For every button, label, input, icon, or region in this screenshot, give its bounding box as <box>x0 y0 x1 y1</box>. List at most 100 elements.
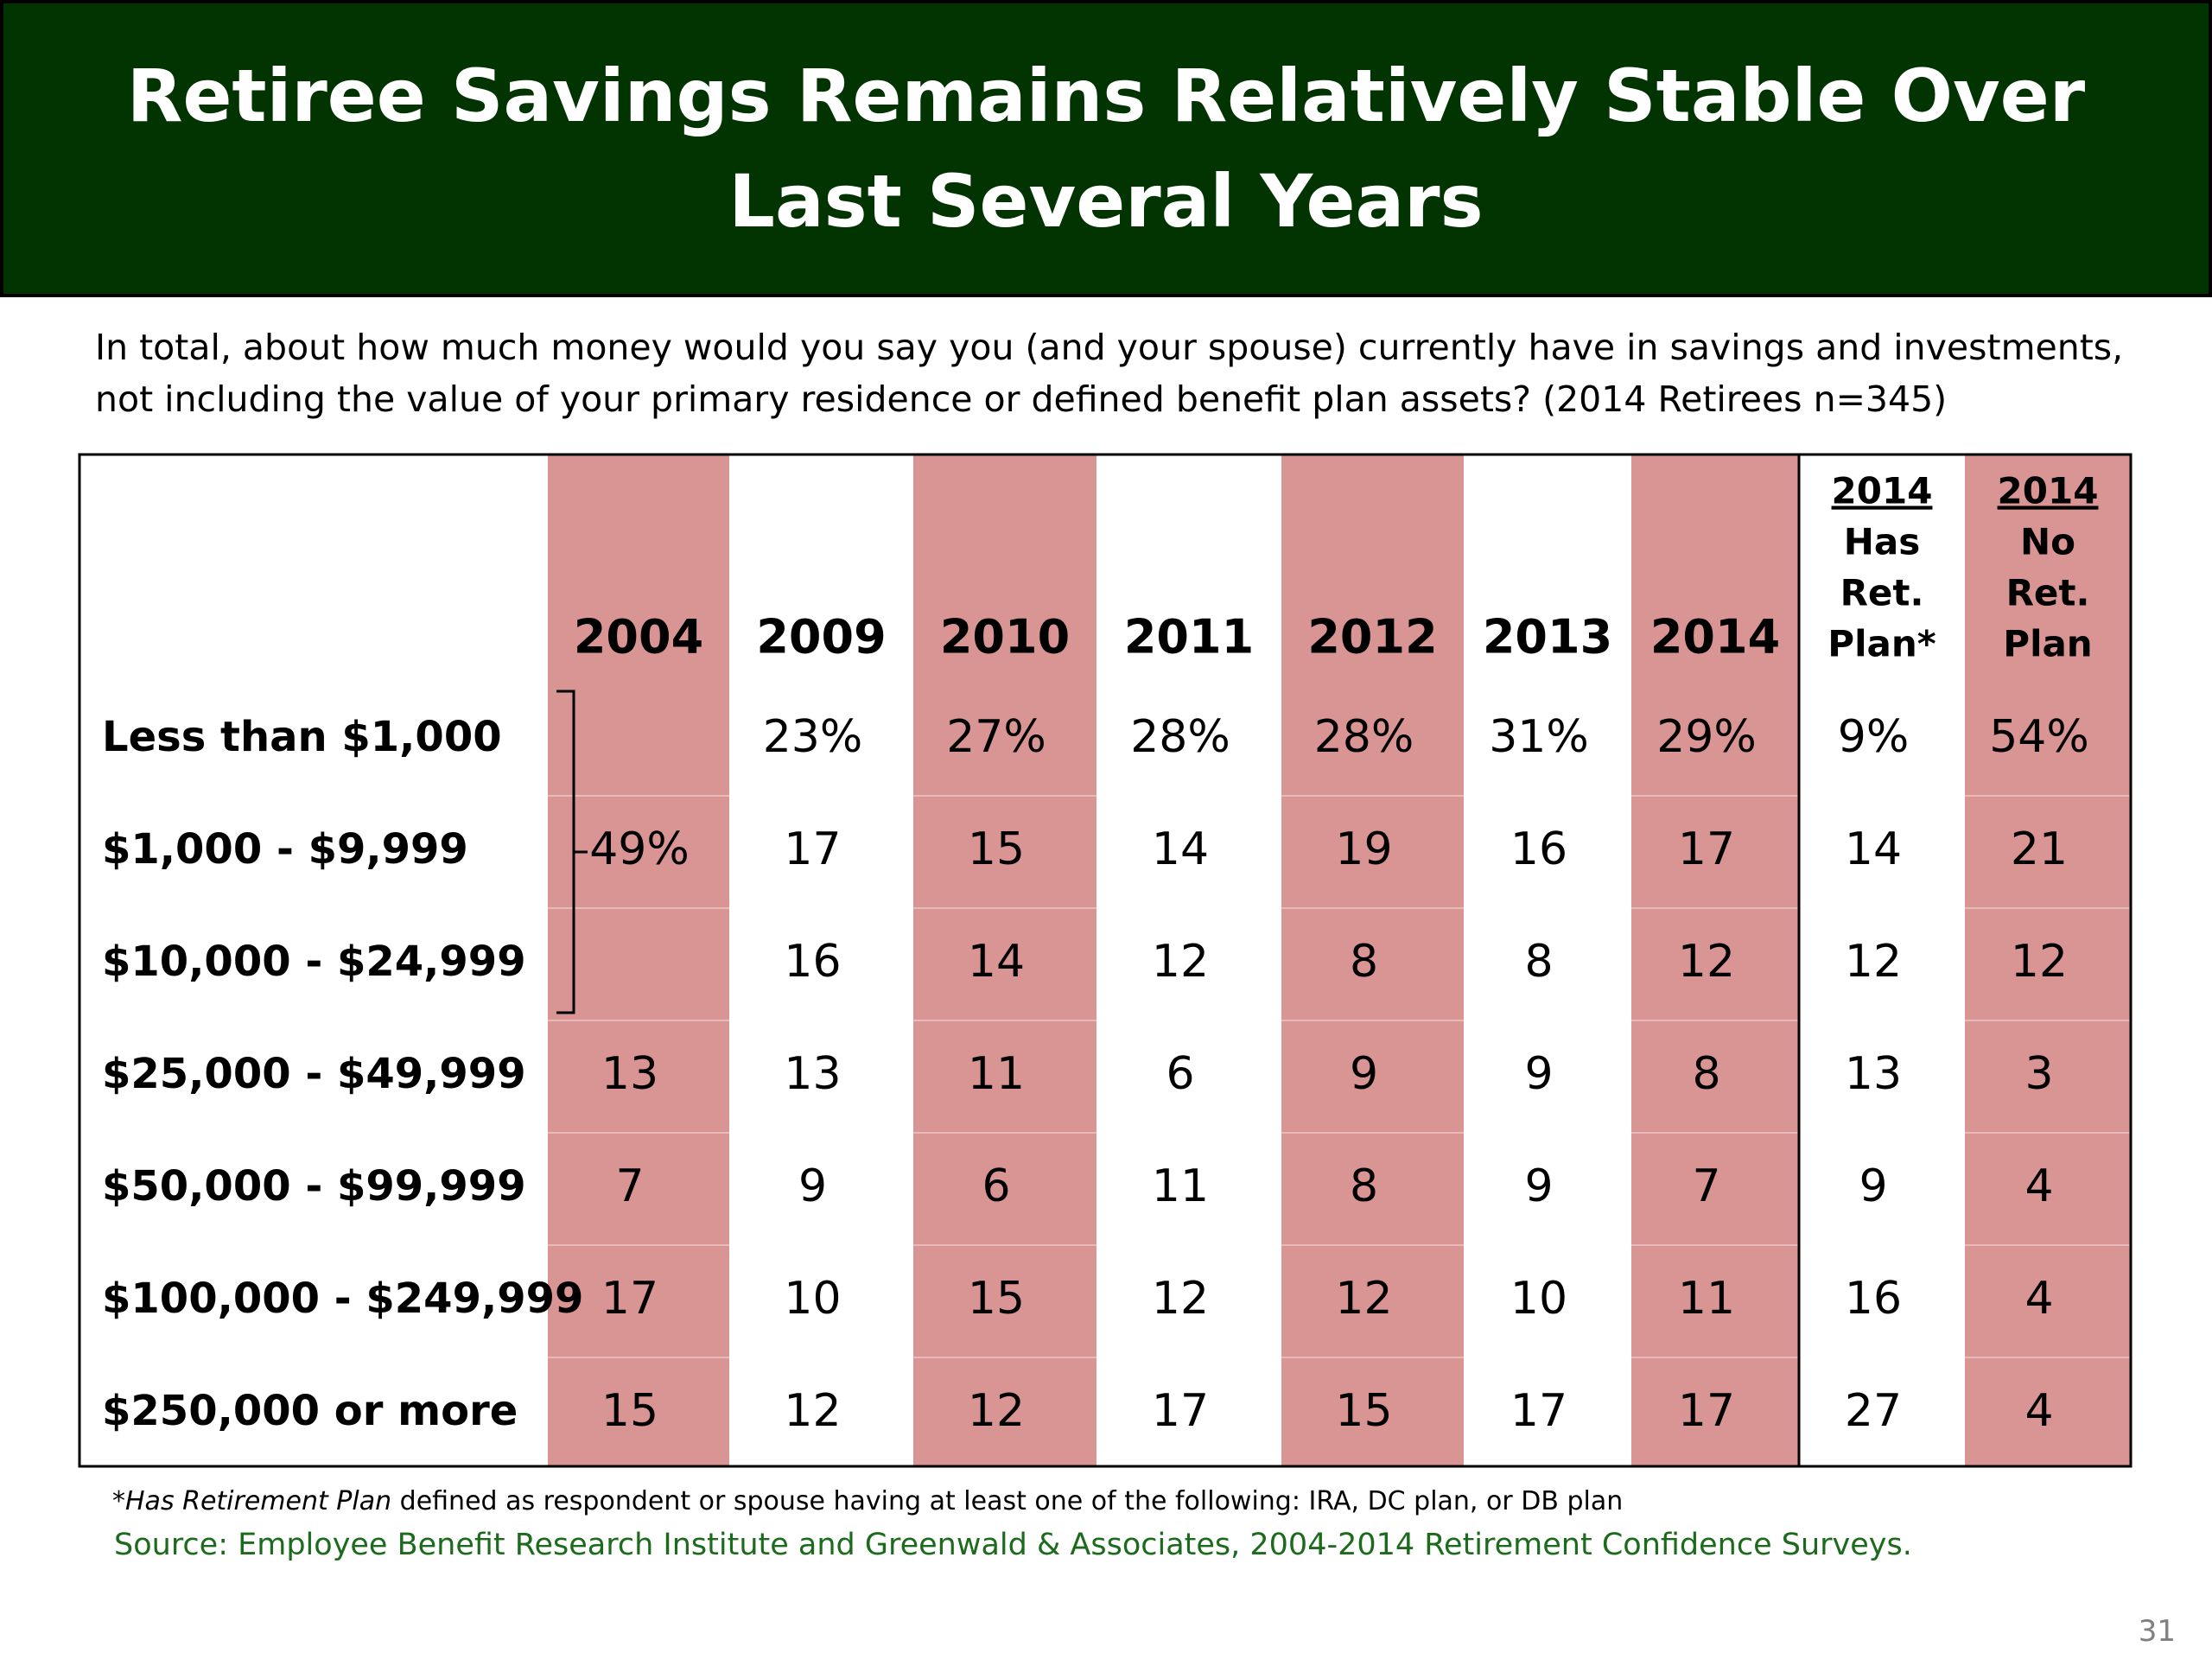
column-header-line: Ret. <box>1840 572 1924 614</box>
column-header-line: Has <box>1844 521 1921 563</box>
column-header-line: Plan* <box>1827 623 1936 665</box>
cell-value: 27 <box>1845 1385 1902 1437</box>
cell-value: 11 <box>968 1048 1025 1100</box>
column-band-0 <box>548 454 729 1466</box>
cell-value: 10 <box>784 1273 841 1325</box>
column-header: 2013 <box>1483 610 1612 664</box>
row-label: Less than $1,000 <box>102 713 502 761</box>
column-band-6 <box>1631 454 1799 1466</box>
cell-value: 21 <box>2011 823 2068 875</box>
survey-question: In total, about how much money would you… <box>95 327 2124 420</box>
cell-value: 14 <box>1152 823 1209 875</box>
column-header-line: Ret. <box>2006 572 2090 614</box>
cell-value: 13 <box>784 1048 841 1100</box>
cell-value: 9 <box>1859 1160 1887 1212</box>
cell-value: 4 <box>2024 1160 2053 1212</box>
cell-value: 12 <box>1152 936 1209 988</box>
cell-value: 28% <box>1314 711 1414 763</box>
cell-value: 17 <box>1678 823 1735 875</box>
row-label: $25,000 - $49,999 <box>102 1050 526 1098</box>
column-header-line: 2014 <box>1998 470 2099 512</box>
cell-value: 6 <box>982 1160 1010 1212</box>
column-header: 2009 <box>756 610 886 664</box>
cell-value: 7 <box>1692 1160 1720 1212</box>
cell-value: 8 <box>1524 936 1553 988</box>
cell-value: 15 <box>601 1385 658 1437</box>
cell-value: 15 <box>1335 1385 1392 1437</box>
cell-value: 16 <box>784 936 841 988</box>
source-note: Source: Employee Benefit Research Instit… <box>114 1528 1912 1562</box>
column-header: 2011 <box>1124 610 1254 664</box>
cell-value: 11 <box>1678 1273 1735 1325</box>
cell-value: 13 <box>601 1048 658 1100</box>
cell-value: 11 <box>1152 1160 1209 1212</box>
cell-value: 16 <box>1510 823 1567 875</box>
footnote-text: defined as respondent or spouse having a… <box>391 1486 1624 1516</box>
cell-value: 12 <box>968 1385 1025 1437</box>
cell-value: 15 <box>968 823 1025 875</box>
cell-value: 17 <box>601 1273 658 1325</box>
cell-value: 12 <box>2011 936 2068 988</box>
cell-value: 31% <box>1489 711 1589 763</box>
cell-value: 12 <box>1678 936 1735 988</box>
row-label: $250,000 or more <box>102 1387 518 1435</box>
cell-value: 6 <box>1166 1048 1194 1100</box>
cell-value: 12 <box>1335 1273 1392 1325</box>
footnote-term: Has Retirement Plan <box>125 1486 392 1516</box>
footnote: *Has Retirement Plan defined as responde… <box>112 1486 1623 1516</box>
cell-value: 13 <box>1845 1048 1902 1100</box>
column-band-2 <box>913 454 1096 1466</box>
cell-value: 8 <box>1692 1048 1720 1100</box>
cell-value: 7 <box>615 1160 644 1212</box>
cell-value: 3 <box>2024 1048 2053 1100</box>
row-label: $10,000 - $24,999 <box>102 938 526 986</box>
title-bar: Retiree Savings Remains Relatively Stabl… <box>0 0 2212 297</box>
bracket <box>556 690 588 1014</box>
cell-value: 28% <box>1130 711 1230 763</box>
cell-value: 12 <box>1845 936 1902 988</box>
column-band-8 <box>1965 454 2131 1466</box>
cell-value: 17 <box>1510 1385 1567 1437</box>
column-header: 2014 <box>1650 610 1780 664</box>
column-header-line: 2014 <box>1832 470 1933 512</box>
cell-value: 17 <box>784 823 841 875</box>
cell-value: 54% <box>1989 711 2089 763</box>
cell-value: 14 <box>968 936 1025 988</box>
cell-value: 27% <box>946 711 1046 763</box>
row-label: $50,000 - $99,999 <box>102 1162 526 1211</box>
cell-value: 8 <box>1350 936 1378 988</box>
cell-value: 9 <box>1524 1160 1553 1212</box>
cell-value: 29% <box>1656 711 1757 763</box>
cell-value: 17 <box>1152 1385 1209 1437</box>
cell-value: 4 <box>2024 1385 2053 1437</box>
column-header: 2012 <box>1307 610 1437 664</box>
cell-value: 8 <box>1350 1160 1378 1212</box>
cell-value: 14 <box>1845 823 1902 875</box>
table-border <box>78 453 2133 1468</box>
cell-value: 15 <box>968 1273 1025 1325</box>
page-title: Retiree Savings Remains Relatively Stabl… <box>126 54 2086 244</box>
cell-value: 9 <box>1350 1048 1378 1100</box>
cell-value: 17 <box>1678 1385 1735 1437</box>
cell-value: 10 <box>1510 1273 1567 1325</box>
cell-value: 9 <box>1524 1048 1553 1100</box>
column-header-line: No <box>2020 521 2075 563</box>
column-header-line: Plan <box>2003 623 2092 665</box>
cell-value: 12 <box>784 1385 841 1437</box>
row-label: $100,000 - $249,999 <box>102 1274 583 1323</box>
column-header: 2004 <box>574 610 703 664</box>
page-number: 31 <box>2138 1614 2176 1649</box>
cell-value: 12 <box>1152 1273 1209 1325</box>
cell-value: 16 <box>1845 1273 1902 1325</box>
footnote-marker: * <box>112 1486 125 1516</box>
cell-value: 23% <box>763 711 863 763</box>
cell-value: 9 <box>798 1160 827 1212</box>
column-header: 2010 <box>940 610 1070 664</box>
cell-value: 9% <box>1838 711 1910 763</box>
cell-value: 4 <box>2024 1273 2053 1325</box>
merged-value: 49% <box>589 823 690 875</box>
row-label: $1,000 - $9,999 <box>102 825 468 874</box>
cell-value: 19 <box>1335 823 1392 875</box>
column-band-4 <box>1281 454 1464 1466</box>
